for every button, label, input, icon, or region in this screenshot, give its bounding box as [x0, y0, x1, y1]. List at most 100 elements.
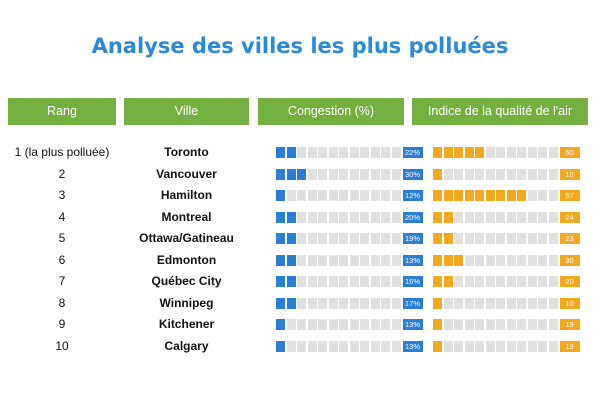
air-quality-segment — [527, 168, 537, 180]
congestion-segment — [360, 147, 369, 158]
air-quality-segment — [506, 233, 516, 244]
congestion-segment — [276, 211, 285, 223]
congestion-segment — [297, 297, 306, 309]
air-quality-segment — [485, 276, 495, 287]
congestion-segment — [328, 190, 338, 201]
congestion-segment — [370, 211, 380, 223]
air-quality-segment — [443, 340, 453, 352]
congestion-segment — [391, 276, 401, 287]
air-quality-segment — [464, 297, 474, 309]
air-quality-segment — [548, 319, 558, 330]
header-congestion: Congestion (%) — [258, 98, 404, 125]
congestion-segment — [381, 276, 390, 287]
air-quality-segment — [485, 190, 495, 201]
congestion-segment — [307, 254, 317, 266]
congestion-bar: 12% — [276, 190, 423, 201]
congestion-segment — [349, 254, 359, 266]
congestion-segment — [297, 276, 306, 287]
congestion-segment — [276, 190, 285, 201]
air-quality-segment — [454, 297, 463, 309]
congestion-segment — [391, 211, 401, 223]
congestion-segment — [318, 276, 327, 287]
air-quality-segment — [548, 168, 558, 180]
congestion-segment — [339, 233, 348, 244]
air-quality-bar: 10 — [433, 297, 580, 309]
air-quality-segment — [538, 233, 547, 244]
air-quality-segment — [454, 147, 463, 158]
congestion-bar: 13% — [276, 254, 423, 266]
city-cell: Ottawa/Gatineau — [139, 231, 234, 245]
congestion-segment — [297, 319, 306, 330]
table-row: 2 Vancouver 30% 10 — [0, 164, 600, 185]
air-quality-segment — [433, 276, 442, 287]
congestion-segment — [318, 254, 327, 266]
congestion-segment — [360, 233, 369, 244]
air-quality-segment — [475, 147, 484, 158]
air-quality-segment — [485, 211, 495, 223]
congestion-bar: 13% — [276, 319, 423, 330]
congestion-segment — [297, 147, 306, 158]
air-quality-value-label: 30 — [559, 254, 580, 266]
air-quality-segment — [548, 190, 558, 201]
congestion-segment — [286, 254, 296, 266]
congestion-segment — [339, 211, 348, 223]
congestion-segment — [349, 211, 359, 223]
congestion-segment — [286, 211, 296, 223]
air-quality-value-label: 19 — [559, 319, 580, 330]
congestion-segment — [276, 233, 285, 244]
congestion-segment — [318, 319, 327, 330]
congestion-segment — [297, 340, 306, 352]
congestion-bar: 30% — [276, 168, 423, 180]
congestion-segment — [276, 319, 285, 330]
air-quality-segment — [496, 319, 505, 330]
city-cell: Calgary — [164, 338, 209, 353]
air-quality-segment — [538, 276, 547, 287]
congestion-segment — [349, 190, 359, 201]
air-quality-segment — [475, 254, 484, 266]
congestion-segment — [370, 319, 380, 330]
congestion-segment — [307, 340, 317, 352]
air-quality-segment — [538, 254, 547, 266]
congestion-segment — [318, 297, 327, 309]
air-quality-segment — [538, 190, 547, 201]
air-quality-segment — [433, 254, 442, 266]
congestion-segment — [286, 233, 296, 244]
air-quality-segment — [485, 168, 495, 180]
congestion-segment — [286, 147, 296, 158]
congestion-segment — [391, 254, 401, 266]
congestion-segment — [307, 276, 317, 287]
congestion-bar: 16% — [276, 276, 423, 287]
air-quality-segment — [527, 319, 537, 330]
air-quality-segment — [454, 319, 463, 330]
air-quality-segment — [443, 147, 453, 158]
congestion-segment — [381, 168, 390, 180]
city-cell: Vancouver — [156, 166, 217, 181]
air-quality-segment — [443, 276, 453, 287]
air-quality-segment — [517, 276, 526, 287]
air-quality-segment — [517, 319, 526, 330]
air-quality-segment — [506, 190, 516, 201]
air-quality-segment — [517, 168, 526, 180]
congestion-segment — [286, 297, 296, 309]
air-quality-segment — [548, 233, 558, 244]
air-quality-bar: 10 — [433, 168, 580, 180]
air-quality-segment — [443, 190, 453, 201]
air-quality-segment — [548, 297, 558, 309]
congestion-segment — [370, 233, 380, 244]
air-quality-segment — [475, 319, 484, 330]
congestion-segment — [339, 297, 348, 309]
page-title: Analyse des villes les plus polluées — [91, 34, 509, 58]
air-quality-bar: 24 — [433, 211, 580, 223]
congestion-segment — [360, 319, 369, 330]
air-quality-segment — [538, 211, 547, 223]
congestion-segment — [307, 297, 317, 309]
congestion-value-label: 30% — [402, 168, 423, 180]
congestion-bar: 19% — [276, 233, 423, 244]
congestion-value-label: 22% — [402, 147, 423, 158]
congestion-segment — [297, 211, 306, 223]
city-cell: Québec City — [151, 274, 222, 288]
rank-cell: 1 (la plus polluée) — [14, 145, 110, 159]
rank-cell: 2 — [58, 166, 66, 181]
congestion-segment — [328, 168, 338, 180]
congestion-segment — [391, 147, 401, 158]
